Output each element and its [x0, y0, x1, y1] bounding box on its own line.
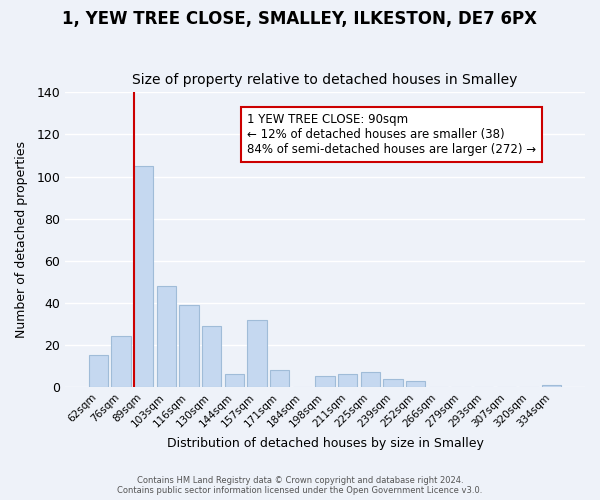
Bar — [225, 374, 244, 387]
Bar — [202, 326, 221, 387]
Bar — [542, 385, 562, 387]
Bar — [179, 305, 199, 387]
Bar — [316, 376, 335, 387]
X-axis label: Distribution of detached houses by size in Smalley: Distribution of detached houses by size … — [167, 437, 484, 450]
Bar — [247, 320, 266, 387]
Bar — [270, 370, 289, 387]
Text: Contains HM Land Registry data © Crown copyright and database right 2024.
Contai: Contains HM Land Registry data © Crown c… — [118, 476, 482, 495]
Bar — [89, 356, 108, 387]
Bar — [406, 380, 425, 387]
Y-axis label: Number of detached properties: Number of detached properties — [15, 141, 28, 338]
Bar — [134, 166, 154, 387]
Bar — [157, 286, 176, 387]
Bar — [383, 378, 403, 387]
Bar — [338, 374, 358, 387]
Text: 1 YEW TREE CLOSE: 90sqm
← 12% of detached houses are smaller (38)
84% of semi-de: 1 YEW TREE CLOSE: 90sqm ← 12% of detache… — [247, 113, 536, 156]
Bar — [361, 372, 380, 387]
Title: Size of property relative to detached houses in Smalley: Size of property relative to detached ho… — [133, 73, 518, 87]
Bar — [112, 336, 131, 387]
Text: 1, YEW TREE CLOSE, SMALLEY, ILKESTON, DE7 6PX: 1, YEW TREE CLOSE, SMALLEY, ILKESTON, DE… — [62, 10, 538, 28]
